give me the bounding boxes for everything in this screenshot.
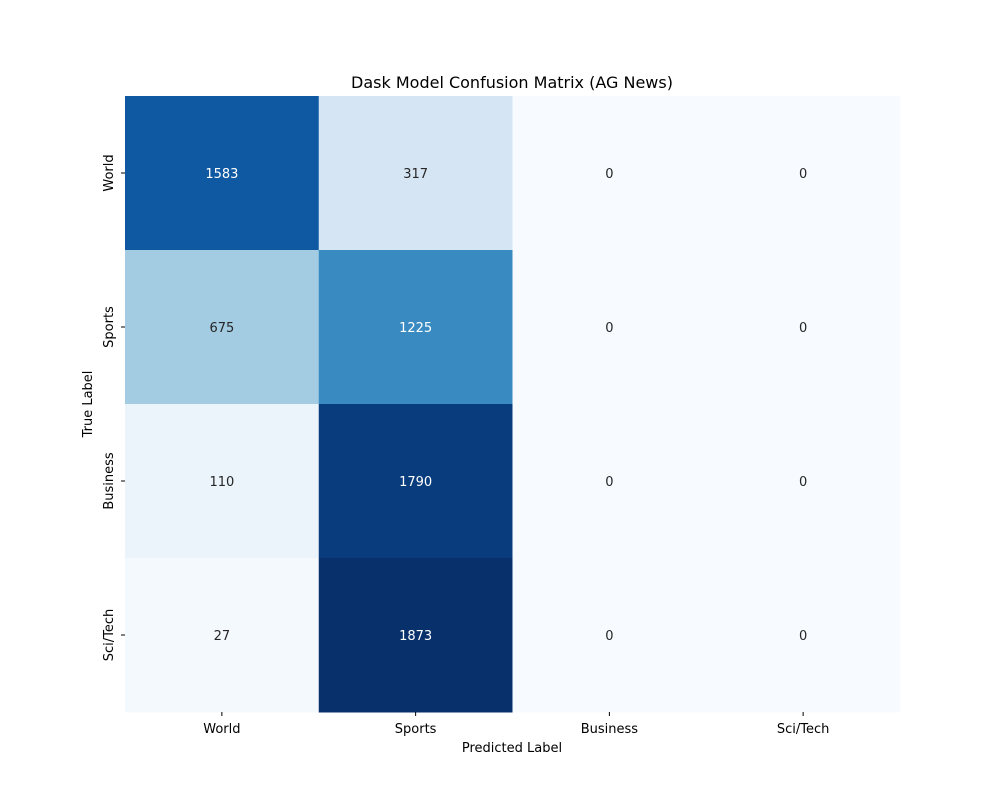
cell-value-label: 1873	[399, 629, 432, 644]
heatmap-cell	[125, 404, 320, 559]
cell-value-label: 1583	[205, 167, 238, 182]
heatmap-cells	[125, 96, 901, 713]
chart-title: Dask Model Confusion Matrix (AG News)	[351, 73, 673, 92]
cell-value-label: 0	[605, 167, 613, 182]
y-tick-label: World	[102, 154, 117, 191]
heatmap-cell	[318, 404, 513, 559]
y-axis-label: True Label	[81, 371, 96, 439]
x-axis-ticks: World Sports Business Sci/Tech	[203, 712, 829, 737]
heatmap-cell	[125, 96, 320, 251]
heatmap-cell	[512, 404, 707, 559]
cell-value-label: 0	[605, 475, 613, 490]
heatmap-cell	[318, 96, 513, 251]
cell-annotations: 1583 317 0 0 675 1225 0 0 110 1790 0 0 27 1873 0 0	[205, 167, 807, 644]
x-axis-label: Predicted Label	[462, 741, 562, 756]
heatmap-cell	[318, 250, 513, 405]
x-tick-label: World	[203, 722, 240, 737]
x-tick-label: Business	[581, 722, 639, 737]
cell-value-label: 0	[799, 321, 807, 336]
cell-value-label: 0	[799, 475, 807, 490]
cell-value-label: 110	[209, 475, 234, 490]
heatmap-cell	[512, 96, 707, 251]
heatmap-cell	[706, 404, 901, 559]
cell-value-label: 675	[209, 321, 234, 336]
heatmap-cell	[512, 558, 707, 713]
heatmap-cell	[706, 96, 901, 251]
heatmap-cell	[125, 558, 320, 713]
heatmap-cell	[706, 558, 901, 713]
cell-value-label: 0	[605, 629, 613, 644]
x-tick-label: Sci/Tech	[777, 722, 830, 737]
cell-value-label: 1225	[399, 321, 432, 336]
cell-value-label: 317	[403, 167, 428, 182]
y-tick-label: Sports	[102, 306, 117, 348]
y-axis-ticks: World Sports Business Sci/Tech	[102, 154, 125, 661]
cell-value-label: 0	[799, 629, 807, 644]
y-tick-label: Sci/Tech	[102, 609, 117, 662]
heatmap-cell	[512, 250, 707, 405]
y-tick-label: Business	[102, 452, 117, 510]
cell-value-label: 27	[214, 629, 231, 644]
x-tick-label: Sports	[395, 722, 437, 737]
heatmap-cell	[125, 250, 320, 405]
cell-value-label: 1790	[399, 475, 432, 490]
heatmap-cell	[318, 558, 513, 713]
cell-value-label: 0	[799, 167, 807, 182]
heatmap-cell	[706, 250, 901, 405]
cell-value-label: 0	[605, 321, 613, 336]
